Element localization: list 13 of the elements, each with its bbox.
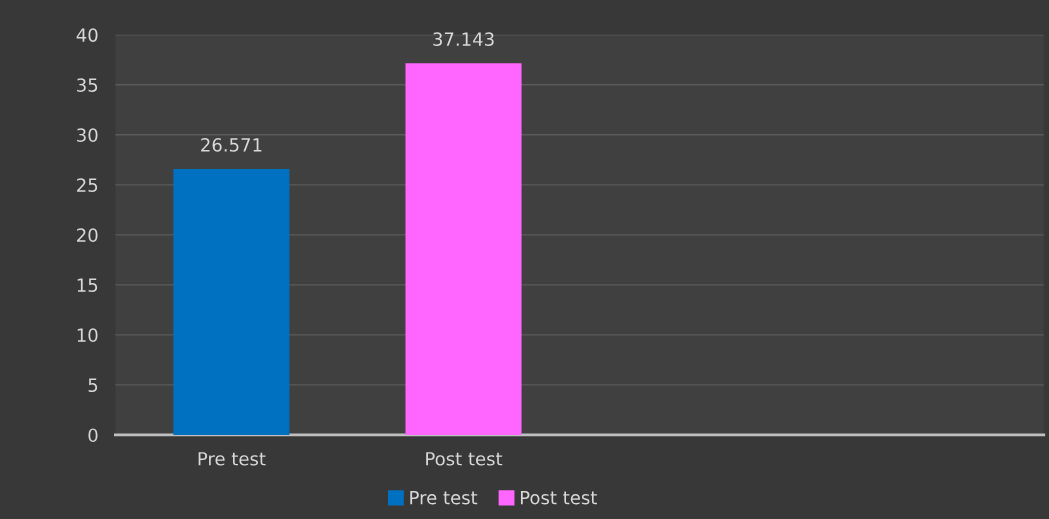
data-label: 26.571 (201, 138, 262, 152)
y-tick-label: 20 (77, 228, 98, 242)
y-tick-label: 30 (77, 128, 98, 142)
data-label: 37.143 (433, 32, 494, 46)
y-tick-label: 0 (88, 428, 98, 443)
legend-label: Post test (520, 491, 597, 505)
y-tick-label: 40 (76, 28, 98, 42)
y-tick-label: 5 (88, 378, 98, 393)
legend-label: Pre test (410, 491, 478, 505)
y-tick-label: 15 (77, 278, 98, 292)
y-tick-label: 25 (77, 178, 98, 192)
y-tick-label: 10 (77, 328, 98, 342)
y-tick-label: 35 (77, 78, 98, 92)
